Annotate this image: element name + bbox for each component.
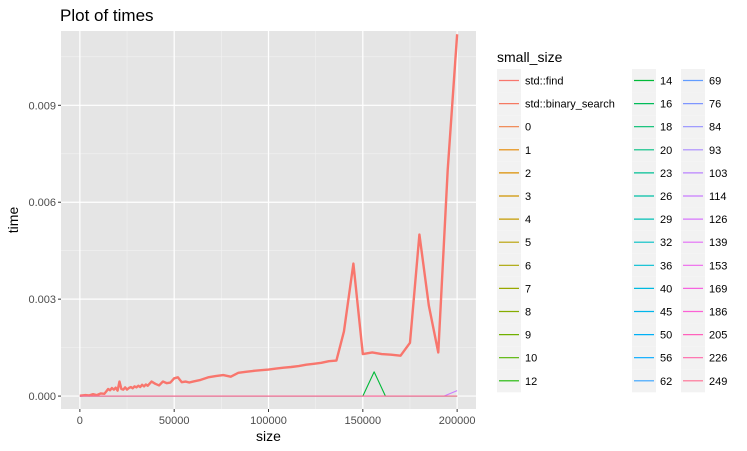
legend-label: std::find xyxy=(525,76,564,88)
legend-label: std::binary_search xyxy=(525,99,615,111)
y-axis-ticks: 0.000 0.003 0.006 0.009 xyxy=(28,100,61,403)
x-tick-label: 150000 xyxy=(344,415,381,427)
legend-label: 45 xyxy=(660,307,672,319)
legend-label: 56 xyxy=(660,353,672,365)
legend-label: 2 xyxy=(525,168,531,180)
x-tick-label: 50000 xyxy=(159,415,190,427)
legend-label: 18 xyxy=(660,122,672,134)
y-tick-label: 0.009 xyxy=(28,100,56,112)
legend-label: 40 xyxy=(660,283,672,295)
legend-label: 5 xyxy=(525,237,531,249)
legend-label: 69 xyxy=(709,76,721,88)
legend-label: 76 xyxy=(709,99,721,111)
x-tick-label: 0 xyxy=(77,415,83,427)
legend: std::findstd::binary_search0123456789101… xyxy=(497,69,727,393)
legend-label: 103 xyxy=(709,168,727,180)
legend-label: 62 xyxy=(660,376,672,388)
legend-label: 9 xyxy=(525,330,531,342)
series-line-std-find xyxy=(79,34,459,397)
legend-label: 186 xyxy=(709,307,727,319)
legend-title: small_size xyxy=(497,49,563,65)
legend-label: 3 xyxy=(525,191,531,203)
legend-label: 6 xyxy=(525,260,531,272)
legend-label: 8 xyxy=(525,307,531,319)
legend-label: 32 xyxy=(660,237,672,249)
legend-label: 16 xyxy=(660,99,672,111)
legend-label: 7 xyxy=(525,283,531,295)
legend-label: 50 xyxy=(660,330,672,342)
legend-label: 249 xyxy=(709,376,727,388)
legend-label: 0 xyxy=(525,122,531,134)
legend-label: 36 xyxy=(660,260,672,272)
legend-label: 20 xyxy=(660,145,672,157)
legend-label: 153 xyxy=(709,260,727,272)
y-tick-label: 0.000 xyxy=(28,391,56,403)
legend-label: 14 xyxy=(660,76,672,88)
y-axis-title: time xyxy=(5,207,21,234)
y-tick-label: 0.003 xyxy=(28,294,56,306)
legend-label: 84 xyxy=(709,122,721,134)
legend-label: 93 xyxy=(709,145,721,157)
legend-label: 205 xyxy=(709,330,727,342)
legend-label: 4 xyxy=(525,214,531,226)
series-layer xyxy=(79,34,459,397)
chart-title: Plot of times xyxy=(60,6,154,25)
legend-label: 169 xyxy=(709,283,727,295)
legend-label: 29 xyxy=(660,214,672,226)
legend-label: 1 xyxy=(525,145,531,157)
x-axis-title: size xyxy=(256,428,281,444)
x-axis-ticks: 0 50000 100000 150000 200000 xyxy=(77,409,476,427)
x-tick-label: 200000 xyxy=(439,415,476,427)
y-tick-label: 0.006 xyxy=(28,197,56,209)
legend-label: 26 xyxy=(660,191,672,203)
legend-label: 114 xyxy=(709,191,727,203)
legend-label: 12 xyxy=(525,376,537,388)
legend-label: 226 xyxy=(709,353,727,365)
legend-label: 23 xyxy=(660,168,672,180)
legend-label: 139 xyxy=(709,237,727,249)
x-tick-label: 100000 xyxy=(250,415,287,427)
legend-label: 126 xyxy=(709,214,727,226)
legend-label: 10 xyxy=(525,353,537,365)
